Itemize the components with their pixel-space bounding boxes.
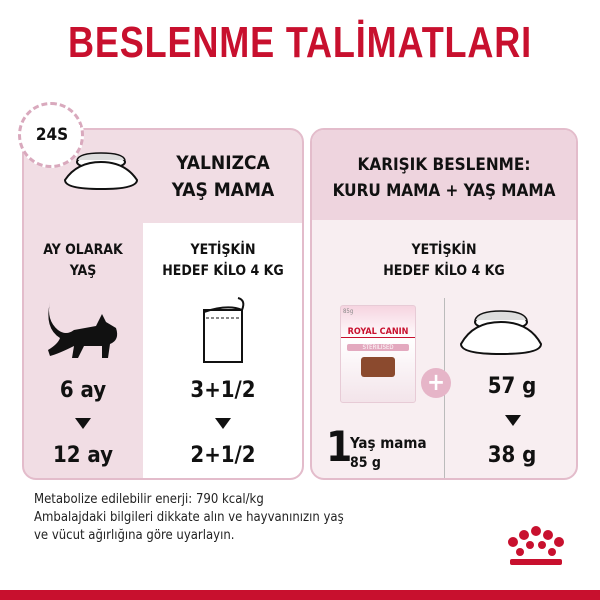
arrow-down-icon	[75, 418, 91, 429]
dry-amount-to: 38 g	[487, 443, 537, 468]
wet-only-heading-1: YALNIZCA	[176, 152, 270, 174]
mixed-heading-1: KARIŞIK BESLENME:	[357, 155, 531, 175]
pouch-amount-to: 2+1/2	[190, 443, 256, 468]
brand-bar	[0, 590, 600, 600]
advice-line-2: ve vücut ağırlığına göre uyarlayın.	[34, 528, 235, 543]
arrow-down-icon	[505, 415, 521, 426]
pouch-weight-label: 85g	[343, 308, 354, 315]
wet-only-panel	[22, 128, 304, 480]
target-weight-header-2: HEDEF KİLO 4 KG	[162, 263, 284, 279]
age-header-1: AY OLARAK	[43, 242, 123, 258]
dry-food-bowl-icon	[459, 310, 543, 356]
pouch-label: Yaş mama	[350, 434, 427, 452]
pouch-weight: 85 g	[350, 455, 381, 471]
arrow-down-icon	[215, 418, 231, 429]
target-weight-header-1: YETİŞKİN	[190, 242, 256, 258]
age-to: 12 ay	[52, 443, 113, 468]
24h-badge: 24S	[24, 125, 80, 145]
pouch-variant: STERILISED	[347, 344, 409, 351]
product-pouch-image: 85g ROYAL CANIN STERILISED	[340, 305, 416, 403]
mixed-target-header-1: YETİŞKİN	[411, 242, 477, 258]
mixed-header-bg	[312, 130, 576, 220]
advice-line-1: Ambalajdaki bilgileri dikkate alın ve ha…	[34, 510, 344, 525]
pouch-amount-from: 3+1/2	[190, 378, 256, 403]
energy-note: Metabolize edilebilir enerji: 790 kcal/k…	[34, 492, 264, 507]
age-from: 6 ay	[59, 378, 107, 403]
wet-only-heading-2: YAŞ MAMA	[171, 179, 275, 201]
pouch-count: 1	[326, 422, 353, 471]
mixed-target-header-2: HEDEF KİLO 4 KG	[383, 263, 505, 279]
food-bowl-icon	[63, 152, 139, 191]
wet-pouch-icon	[203, 297, 245, 363]
royal-canin-crown-logo	[508, 526, 564, 565]
plus-icon: +	[421, 368, 451, 398]
age-header-2: YAŞ	[69, 263, 97, 279]
food-image	[361, 357, 395, 377]
kitten-icon	[48, 302, 118, 358]
mixed-heading-2: KURU MAMA + YAŞ MAMA	[332, 181, 556, 201]
pouch-brand: ROYAL CANIN	[341, 327, 415, 338]
dry-amount-from: 57 g	[487, 374, 537, 399]
page-title: BESLENME TALİMATLARI	[67, 18, 533, 67]
